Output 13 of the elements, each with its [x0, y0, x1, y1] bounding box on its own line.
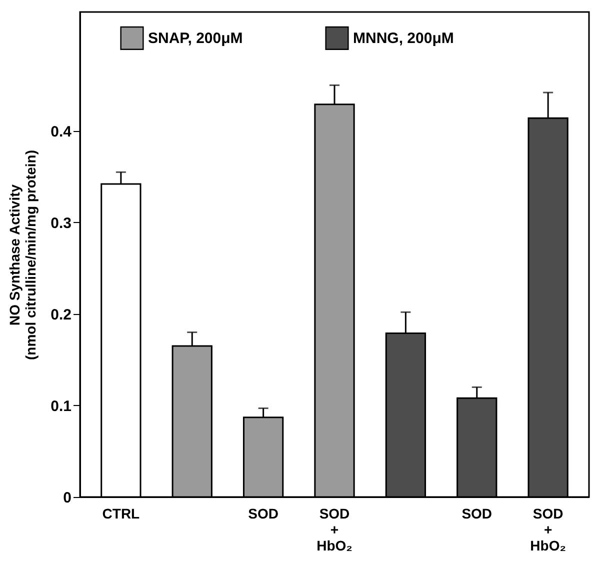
- legend-label: MNNG, 200μM: [353, 30, 454, 48]
- x-tick-label: SOD + HbO₂: [316, 506, 352, 554]
- y-tick-label: 0.2: [50, 306, 72, 324]
- x-tick-label: SOD + HbO₂: [530, 506, 566, 554]
- y-tick-label: 0.1: [50, 398, 72, 415]
- x-tick-label: SOD: [248, 506, 278, 522]
- y-axis-title: NO Synthase Activity (nmol citrulline/min/mg protein): [6, 150, 39, 360]
- y-tick-label: 0.3: [50, 214, 72, 232]
- legend-label: SNAP, 200μM: [148, 30, 243, 48]
- y-tick-label: 0: [63, 490, 72, 506]
- x-tick-label: SOD: [462, 506, 492, 522]
- y-tick-label: 0.4: [50, 123, 72, 140]
- x-tick-label: CTRL: [102, 506, 140, 522]
